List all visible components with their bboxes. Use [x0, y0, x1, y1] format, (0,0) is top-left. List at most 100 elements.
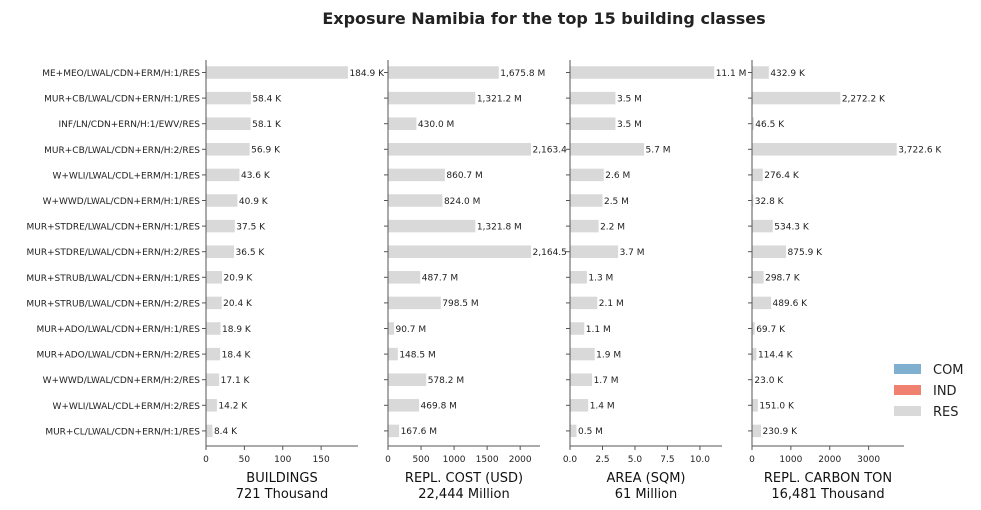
bar [570, 194, 603, 207]
panel-1: 184.9 K 58.4 K 58.1 K 56.9 K 43.6 K 40.9 K 37.… [202, 60, 385, 502]
data-label: 43.6 K [241, 171, 271, 181]
data-label: 1,675.8 M [500, 69, 545, 79]
data-label: 3.5 M [617, 120, 642, 130]
bar [570, 219, 599, 233]
data-label: 14.2 K [218, 402, 248, 412]
bar [388, 117, 417, 130]
panel-2: 1,675.8 M 1,321.2 M 430.0 M 2,163.4 860.7 M 8… [384, 60, 567, 502]
data-label: 8.4 K [214, 427, 238, 437]
bar [752, 322, 755, 335]
data-label: 1.4 M [590, 402, 615, 412]
bar [206, 194, 238, 207]
data-label: 875.9 K [788, 248, 824, 258]
x-tick-label: 0 [385, 455, 391, 465]
data-label: 578.2 M [428, 376, 464, 386]
x-tick-label: 2000 [818, 455, 841, 465]
bar [752, 143, 897, 156]
data-label: 2,164.5 [533, 248, 567, 258]
bar [752, 117, 754, 130]
bar [206, 296, 222, 310]
data-label: 1.1 M [586, 325, 611, 335]
category-label: MUR+CB/LWAL/CDN+ERN/H:1/RES [44, 95, 200, 105]
category-label: W+WLI/LWAL/CDL+ERM/H:2/RES [52, 402, 200, 412]
panel-3: 11.1 M 3.5 M 3.5 M 5.7 M 2.6 M 2.5 M 2.2 M 3.7 … [563, 60, 747, 502]
chart-title: Exposure Namibia for the top 15 building… [322, 9, 765, 28]
x-tick-label: 0.0 [563, 455, 578, 465]
data-label: 11.1 M [716, 69, 747, 79]
x-axis-title: REPL. COST (USD) [405, 471, 523, 486]
x-tick-label: 500 [412, 455, 429, 465]
data-label: 167.6 M [401, 427, 437, 437]
panel-4: 432.9 K 2,272.2 K 46.5 K 3,722.6 K 276.4 K 32… [748, 60, 942, 502]
category-label: INF/LN/CDN+ERN/H:1/EWV/RES [58, 120, 200, 130]
data-label: 1.9 M [596, 350, 621, 360]
bar [570, 143, 645, 156]
data-label: 3,722.6 K [898, 146, 942, 156]
data-label: 298.7 K [765, 274, 801, 284]
bar [570, 424, 577, 438]
data-label: 148.5 M [399, 350, 435, 360]
bar [206, 219, 235, 233]
bar [752, 219, 773, 233]
bar [570, 66, 715, 79]
bar [570, 168, 604, 182]
x-tick-label: 2000 [509, 455, 532, 465]
x-axis-total: 22,444 Million [418, 487, 509, 502]
bar [752, 347, 757, 361]
data-label: 1.3 M [588, 274, 613, 284]
bar [570, 296, 598, 310]
data-label: 58.1 K [252, 120, 282, 130]
x-axis-total: 16,481 Thousand [771, 487, 884, 502]
data-label: 23.0 K [754, 376, 784, 386]
data-label: 40.9 K [239, 197, 269, 207]
data-label: 2,272.2 K [842, 94, 886, 104]
bar [570, 347, 595, 361]
data-label: 3.5 M [617, 94, 642, 104]
bar [752, 424, 761, 438]
data-label: 798.5 M [442, 299, 478, 309]
data-label: 1,321.8 M [477, 222, 522, 232]
bar [752, 296, 772, 310]
data-label: 489.6 K [773, 299, 809, 309]
bar [388, 347, 398, 361]
bar [206, 373, 220, 386]
bar [752, 194, 754, 207]
x-tick-label: 0 [203, 455, 209, 465]
data-label: 1.7 M [594, 376, 619, 386]
category-label: MUR+ADO/LWAL/CDN+ERN/H:2/RES [36, 351, 200, 361]
data-label: 20.9 K [224, 274, 254, 284]
x-tick-label: 150 [313, 455, 330, 465]
data-label: 58.4 K [252, 94, 282, 104]
bar [388, 373, 427, 386]
bar [206, 91, 251, 105]
data-label: 20.4 K [223, 299, 253, 309]
data-label: 18.4 K [222, 350, 252, 360]
bar [570, 399, 589, 412]
bar [206, 271, 223, 284]
bar [570, 322, 585, 335]
data-label: 151.0 K [759, 402, 795, 412]
x-axis-title: BUILDINGS [246, 471, 317, 486]
x-axis-title: AREA (SQM) [606, 471, 685, 486]
category-label: ME+MEO/LWAL/CDN+ERM/H:1/RES [42, 69, 200, 79]
data-label: 17.1 K [221, 376, 251, 386]
category-label: MUR+CB/LWAL/CDN+ERN/H:2/RES [44, 146, 200, 156]
data-label: 2.2 M [600, 222, 625, 232]
bar [752, 245, 787, 258]
bar [388, 296, 441, 310]
x-tick-label: 0 [749, 455, 755, 465]
bar [206, 143, 250, 156]
bar [388, 219, 476, 233]
bar [752, 66, 769, 79]
category-label: W+WLI/LWAL/CDL+ERM/H:1/RES [52, 171, 200, 181]
bar [388, 245, 532, 258]
x-axis-title: REPL. CARBON TON [764, 471, 892, 486]
legend-label-com: COM [933, 363, 964, 378]
data-label: 18.9 K [222, 325, 252, 335]
bar [206, 399, 217, 412]
x-tick-label: 3000 [857, 455, 880, 465]
bar [388, 66, 499, 79]
bar [206, 245, 235, 258]
category-label: MUR+CL/LWAL/CDN+ERN/H:1/RES [45, 427, 200, 437]
